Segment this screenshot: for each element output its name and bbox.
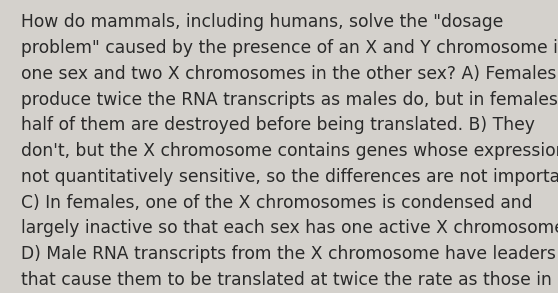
Text: one sex and two X chromosomes in the other sex? A) Females: one sex and two X chromosomes in the oth…	[21, 65, 556, 83]
Text: that cause them to be translated at twice the rate as those in: that cause them to be translated at twic…	[21, 271, 552, 289]
Text: not quantitatively sensitive, so the differences are not important.: not quantitatively sensitive, so the dif…	[21, 168, 558, 186]
Text: problem" caused by the presence of an X and Y chromosome in: problem" caused by the presence of an X …	[21, 39, 558, 57]
Text: largely inactive so that each sex has one active X chromosome.: largely inactive so that each sex has on…	[21, 219, 558, 237]
Text: How do mammals, including humans, solve the "dosage: How do mammals, including humans, solve …	[21, 13, 503, 31]
Text: D) Male RNA transcripts from the X chromosome have leaders: D) Male RNA transcripts from the X chrom…	[21, 245, 556, 263]
Text: C) In females, one of the X chromosomes is condensed and: C) In females, one of the X chromosomes …	[21, 194, 533, 212]
Text: half of them are destroyed before being translated. B) They: half of them are destroyed before being …	[21, 116, 535, 134]
Text: don't, but the X chromosome contains genes whose expression is: don't, but the X chromosome contains gen…	[21, 142, 558, 160]
Text: produce twice the RNA transcripts as males do, but in females: produce twice the RNA transcripts as mal…	[21, 91, 558, 108]
